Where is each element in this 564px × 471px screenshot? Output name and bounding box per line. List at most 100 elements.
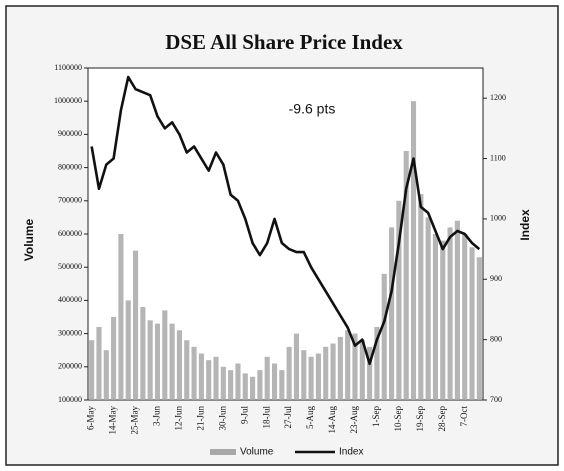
x-tick-label: 14-May — [108, 406, 118, 435]
volume-bar — [242, 373, 248, 400]
legend-label: Volume — [240, 447, 274, 458]
volume-bar — [191, 346, 197, 400]
y-tick-label: 900000 — [58, 129, 82, 138]
volume-bar — [330, 343, 336, 400]
x-tick-label: 19-Sep — [415, 406, 425, 432]
y2-tick-label: 900 — [490, 274, 502, 283]
volume-bar — [118, 234, 124, 400]
x-tick-label: 28-Sep — [437, 406, 447, 432]
volume-bar — [176, 330, 182, 400]
volume-bar — [293, 333, 300, 400]
volume-bar — [308, 356, 314, 400]
x-tick-label: 27-Jul — [283, 406, 293, 429]
chart-title: DSE All Share Price Index — [165, 30, 403, 54]
x-tick-label: 5-Aug — [305, 406, 315, 429]
volume-bar — [96, 326, 102, 400]
y-tick-label: 800000 — [58, 162, 82, 171]
volume-bar — [462, 234, 468, 400]
volume-bar — [301, 350, 307, 400]
volume-bar — [154, 323, 161, 400]
volume-bar — [381, 273, 387, 400]
volume-bar — [286, 346, 292, 400]
x-tick-label: 23-Aug — [349, 406, 359, 434]
volume-bar — [359, 340, 365, 400]
volume-bar — [403, 151, 409, 400]
volume-bar — [198, 353, 204, 400]
volume-bar — [345, 330, 351, 400]
volume-bar — [162, 310, 168, 400]
volume-bar — [228, 370, 234, 400]
volume-bar — [264, 356, 270, 400]
volume-bar — [454, 220, 460, 400]
volume-bar — [125, 300, 131, 400]
legend-label: Index — [339, 447, 363, 458]
y-tick-label: 1000000 — [54, 96, 82, 105]
volume-bar — [132, 250, 139, 400]
volume-bar — [352, 333, 358, 400]
volume-bar — [469, 247, 475, 400]
x-tick-label: 1-Sep — [371, 406, 381, 427]
x-tick-label: 25-May — [130, 406, 140, 435]
volume-bar — [213, 356, 219, 400]
y2-tick-label: 1200 — [490, 93, 506, 102]
y2-tick-label: 800 — [490, 334, 502, 343]
y-tick-label: 300000 — [58, 328, 82, 337]
volume-bar — [206, 360, 212, 400]
y-tick-label: 500000 — [58, 262, 82, 271]
volume-bar — [337, 336, 343, 400]
volume-bar — [271, 363, 278, 400]
volume-bar — [111, 317, 117, 400]
y-tick-label: 1100000 — [54, 63, 82, 72]
volume-bar — [220, 366, 226, 400]
y-tick-label: 100000 — [58, 395, 82, 404]
x-tick-label: 12-Jun — [173, 406, 183, 431]
x-tick-label: 6-May — [86, 406, 96, 430]
y2-axis-label: Index — [518, 209, 532, 241]
volume-bar — [235, 363, 241, 400]
volume-bar — [184, 340, 190, 400]
volume-bar — [432, 234, 439, 400]
volume-bar — [367, 346, 373, 400]
y-tick-label: 200000 — [58, 362, 82, 371]
y2-tick-label: 1000 — [490, 214, 506, 223]
x-tick-label: 10-Sep — [393, 406, 403, 432]
x-tick-label: 14-Aug — [327, 406, 337, 434]
y2-tick-label: 1100 — [490, 153, 506, 162]
x-tick-label: 18-Jul — [261, 406, 271, 429]
volume-bar — [410, 101, 417, 400]
index-line — [90, 75, 481, 366]
volume-bar — [425, 217, 431, 400]
x-tick-label: 9-Jul — [239, 406, 249, 424]
volume-bar — [169, 323, 175, 400]
volume-bar — [147, 320, 153, 400]
x-tick-label: 30-Jun — [217, 406, 227, 431]
y-tick-label: 600000 — [58, 229, 82, 238]
volume-bar — [447, 227, 453, 400]
volume-bar — [374, 326, 380, 400]
volume-bar — [257, 370, 263, 400]
plot-area — [87, 67, 484, 401]
volume-bar — [103, 350, 109, 400]
volume-bar — [440, 240, 446, 400]
y2-tick-label: 700 — [490, 395, 502, 404]
y-tick-label: 400000 — [58, 295, 82, 304]
volume-bar — [315, 353, 321, 400]
volume-bar — [279, 370, 285, 400]
volume-bar — [418, 194, 424, 400]
annotation: -9.6 pts — [289, 101, 336, 117]
volume-bar — [476, 257, 482, 400]
volume-bar — [89, 340, 95, 400]
volume-bar — [140, 307, 146, 400]
x-tick-label: 3-Jun — [152, 406, 162, 426]
y-axis-label: Volume — [22, 218, 36, 261]
volume-bar — [396, 200, 402, 400]
x-tick-label: 7-Oct — [459, 406, 469, 427]
x-tick-label: 21-Jun — [195, 406, 205, 431]
volume-bar — [389, 227, 395, 400]
volume-bar — [323, 346, 329, 400]
legend-swatch — [210, 449, 236, 455]
volume-bar — [250, 376, 256, 400]
y-tick-label: 700000 — [58, 196, 82, 205]
